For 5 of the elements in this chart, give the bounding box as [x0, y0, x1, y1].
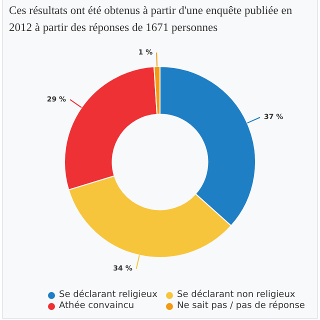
chart-title: Ces résultats ont été obtenus à partir d'une enquête publiée en 2012 à partir des réponses de 1671 personnes: [9, 4, 294, 36]
legend-label: Se déclarant non religieux: [177, 290, 296, 300]
legend-label: Athée convaincu: [59, 301, 134, 312]
legend-label: Ne sait pas / pas de réponse: [177, 301, 305, 312]
legend-label: Se déclarant religieux: [59, 290, 158, 300]
